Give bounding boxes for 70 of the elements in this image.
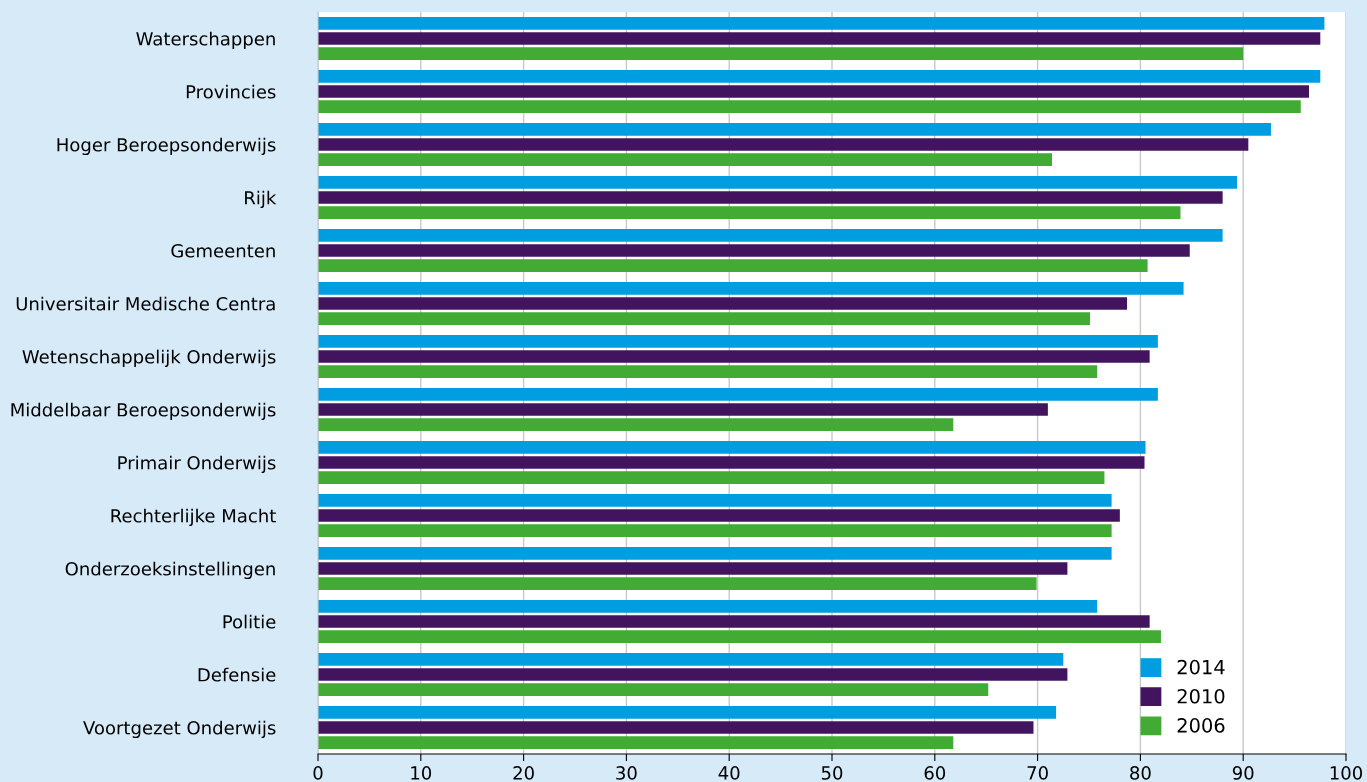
- x-tick-label: 100: [1330, 766, 1363, 780]
- bar: [318, 365, 1098, 378]
- bar: [318, 456, 1145, 469]
- bar: [318, 229, 1223, 242]
- bar: [318, 721, 1034, 734]
- x-tick-label: 80: [1130, 766, 1151, 780]
- x-tick-label: 30: [616, 766, 637, 780]
- bar: [318, 297, 1128, 310]
- bar: [318, 471, 1105, 484]
- bar: [318, 630, 1161, 643]
- bar: [318, 17, 1325, 30]
- bar: [318, 85, 1309, 98]
- bar: [318, 138, 1249, 151]
- bar: [318, 312, 1091, 325]
- bar: [318, 600, 1098, 613]
- bar: [318, 335, 1158, 348]
- y-tick-label: Provincies: [186, 84, 276, 99]
- y-tick-label: Middelbaar Beroepsonderwijs: [11, 402, 276, 421]
- bar: [318, 494, 1112, 507]
- y-tick-label: Primair Onderwijs: [118, 455, 276, 474]
- y-tick-label: Politie: [223, 614, 276, 629]
- y-tick-label: Voortgezet Onderwijs: [83, 720, 276, 739]
- x-tick-label: 90: [1232, 766, 1254, 780]
- bar: [318, 683, 989, 696]
- bar: [318, 562, 1068, 575]
- bar: [318, 668, 1068, 681]
- y-tick-label: Wetenschappelijk Onderwijs: [22, 349, 276, 368]
- x-tick-label: 70: [1027, 766, 1048, 780]
- x-tick-label: 50: [821, 766, 843, 780]
- bar: [318, 206, 1181, 219]
- x-tick-label: 20: [513, 766, 534, 780]
- bar: [318, 350, 1150, 363]
- bar: [318, 100, 1301, 113]
- bar: [318, 403, 1048, 416]
- y-tick-label: Rijk: [245, 190, 277, 209]
- bar: [318, 615, 1150, 628]
- bar: [318, 388, 1158, 401]
- x-tick-label: 60: [924, 766, 946, 780]
- legend-label: 2010: [1177, 688, 1225, 704]
- bar: [318, 418, 954, 431]
- bar: [318, 123, 1271, 136]
- bar: [318, 509, 1120, 522]
- y-tick-label: Universitair Medische Centra: [16, 296, 275, 311]
- bar: [318, 706, 1057, 719]
- x-tick-label: 0: [313, 766, 323, 780]
- bar: [318, 70, 1321, 83]
- bar: [318, 577, 1037, 590]
- bar: [318, 153, 1052, 166]
- y-tick-label: Defensie: [198, 667, 276, 682]
- y-tick-label: Waterschappen: [136, 31, 275, 50]
- y-tick-label: Hoger Beroepsonderwijs: [57, 137, 276, 156]
- bar: [318, 524, 1112, 537]
- x-tick-label: 40: [718, 766, 740, 780]
- bar: [318, 176, 1238, 189]
- bar: [318, 441, 1146, 454]
- legend-label: 2006: [1177, 718, 1225, 733]
- legend-label: 2014: [1177, 659, 1225, 675]
- x-tick-label: 10: [411, 766, 432, 780]
- bar: [318, 547, 1112, 560]
- bar: [318, 653, 1064, 666]
- bar: [318, 259, 1148, 272]
- bar: [318, 736, 954, 749]
- bar: [318, 282, 1184, 295]
- bar: [318, 191, 1223, 204]
- bar: [318, 32, 1321, 45]
- y-tick-label: Gemeenten: [171, 243, 275, 258]
- y-tick-label: Rechterlijke Macht: [111, 508, 276, 527]
- y-tick-label: Onderzoeksinstellingen: [65, 561, 275, 580]
- bar: [318, 244, 1190, 257]
- bar: [318, 47, 1244, 60]
